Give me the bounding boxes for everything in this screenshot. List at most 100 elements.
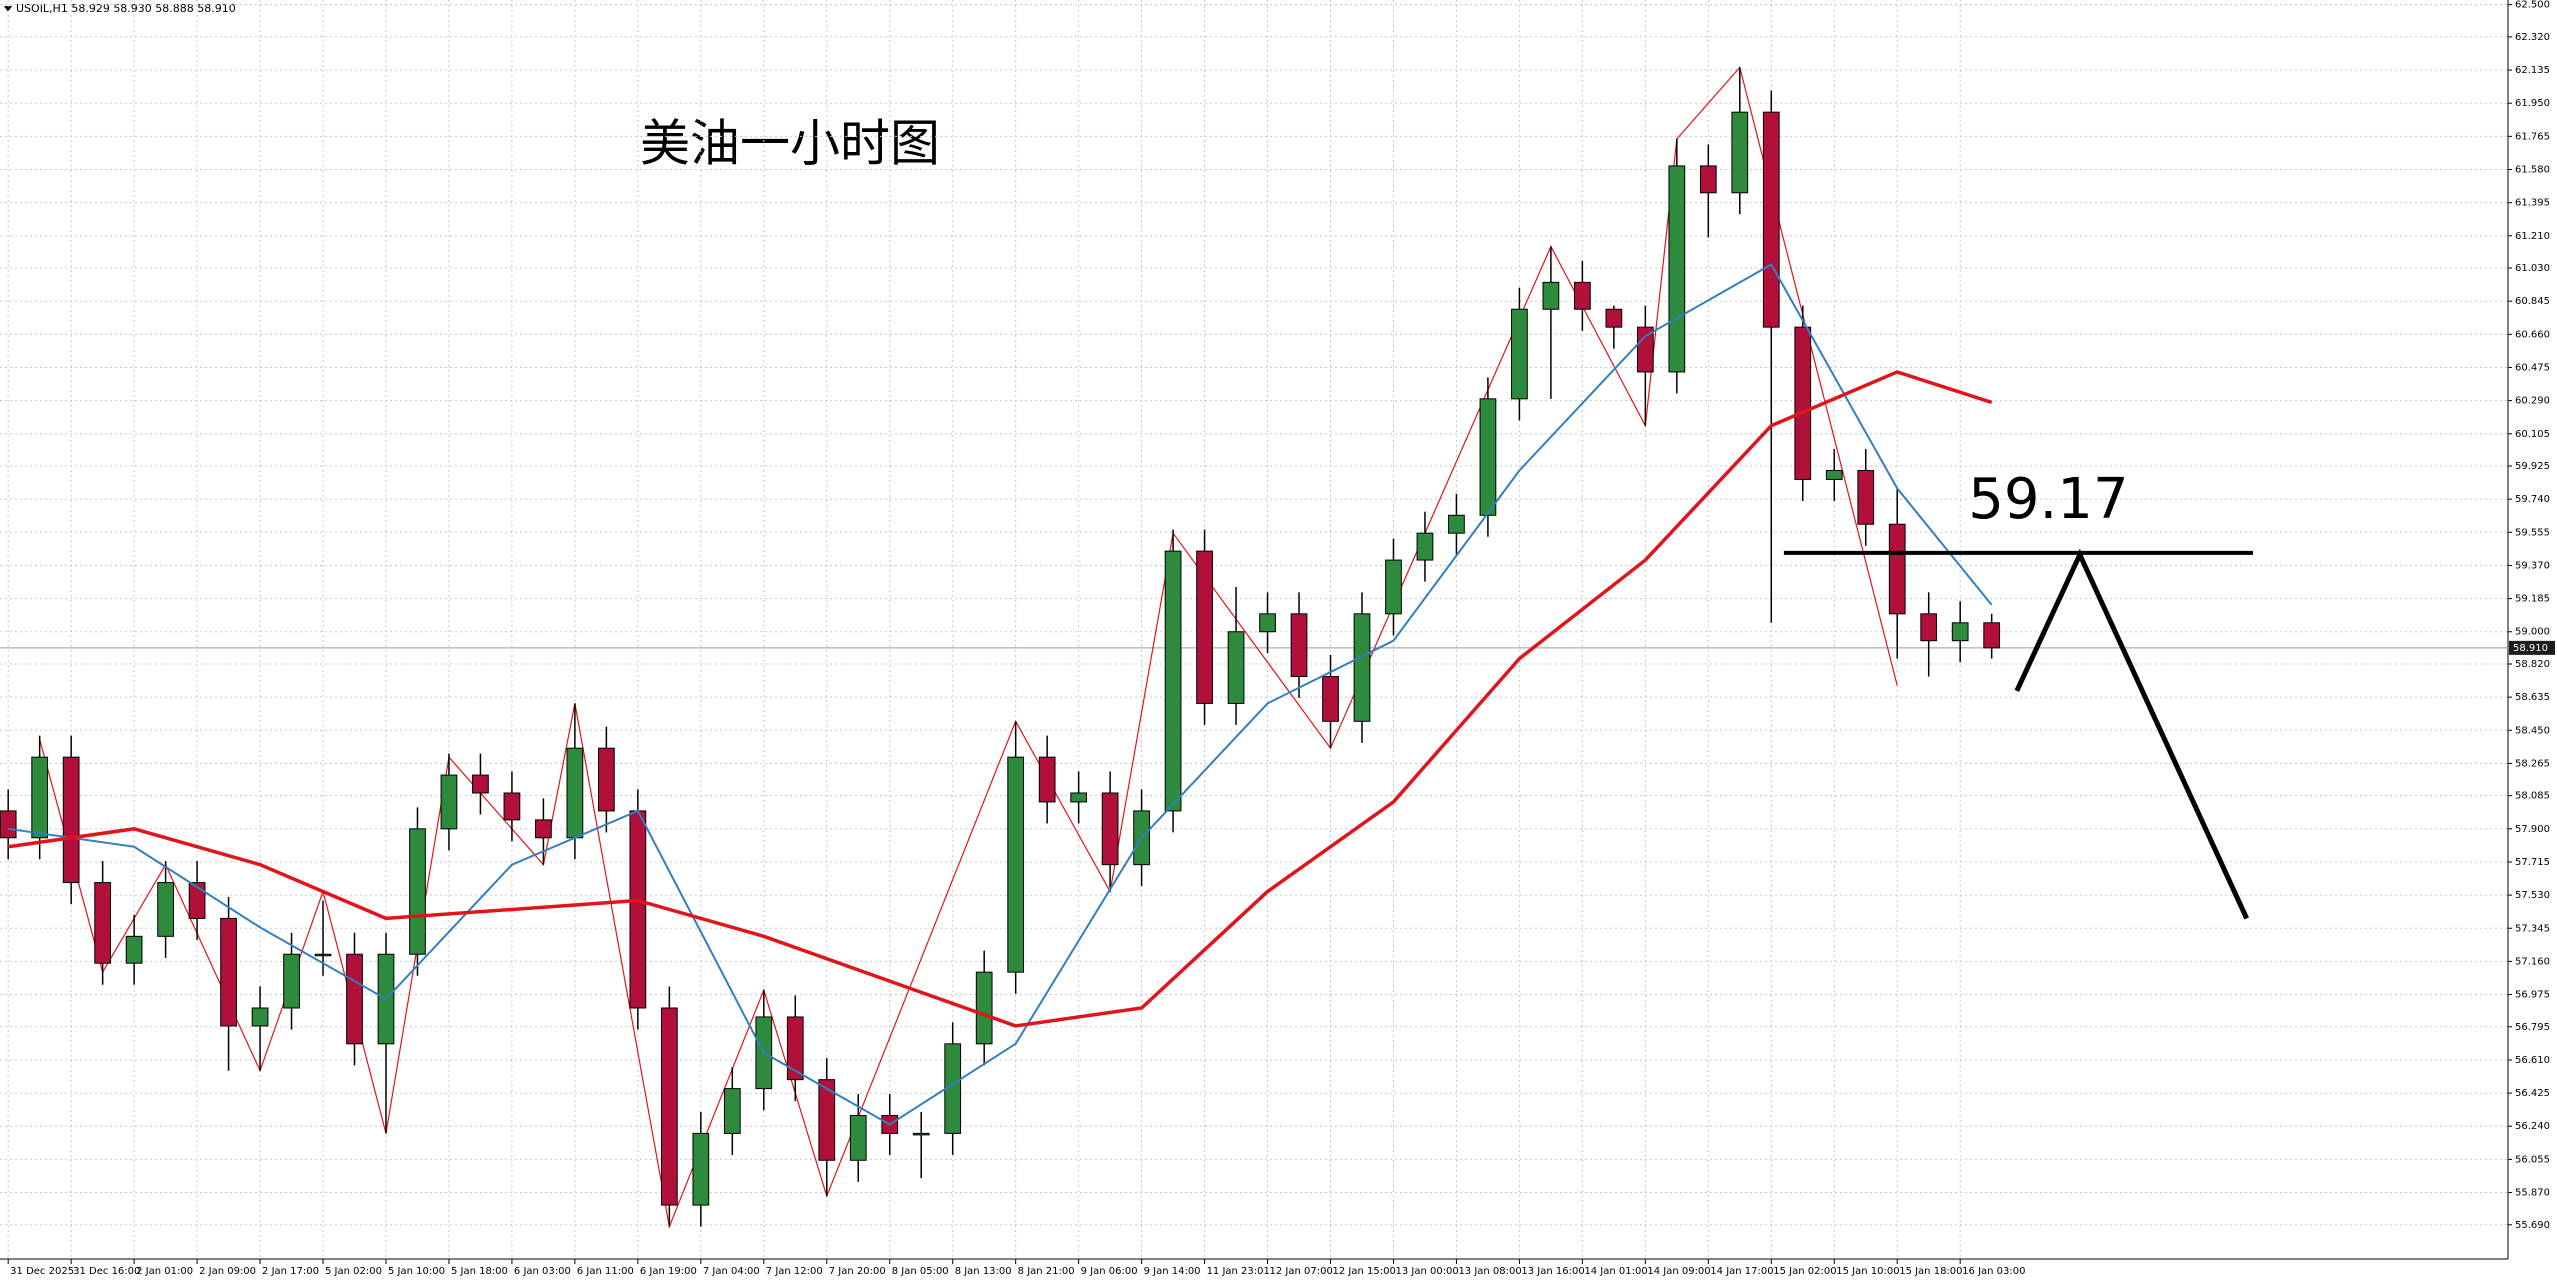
y-tick-label: 59.740	[2515, 494, 2550, 505]
y-tick-label: 59.185	[2515, 594, 2550, 605]
candle-body	[1070, 792, 1088, 803]
moving-average	[8, 263, 1993, 1126]
x-tick-label: 2 Jan 01:00	[136, 1266, 193, 1277]
y-tick-label: 60.105	[2515, 429, 2550, 440]
y-tick-label: 59.925	[2515, 461, 2550, 472]
candle-body	[409, 828, 426, 955]
candle-body	[346, 953, 363, 1045]
y-tick-label: 56.795	[2515, 1022, 2550, 1033]
candle-body	[723, 1088, 741, 1134]
y-tick-label: 58.450	[2515, 725, 2550, 736]
candle-body	[1290, 613, 1308, 678]
candle-body	[31, 756, 49, 839]
x-tick-label: 13 Jan 08:00	[1458, 1266, 1521, 1277]
candle-body	[251, 1007, 269, 1027]
candle-body	[1888, 523, 1906, 615]
candle-body	[912, 1132, 930, 1136]
y-tick-label: 56.975	[2515, 990, 2550, 1001]
candle-body	[660, 1007, 678, 1206]
candle-body	[818, 1079, 836, 1161]
y-tick-label: 58.635	[2515, 692, 2550, 703]
x-tick-label: 9 Jan 14:00	[1144, 1266, 1201, 1277]
candle-body	[1699, 165, 1717, 194]
candle-body	[1038, 756, 1056, 803]
x-tick-label: 31 Dec 2025	[10, 1266, 74, 1277]
x-tick-label: 6 Jan 11:00	[577, 1266, 634, 1277]
x-tick-label: 15 Jan 18:00	[1899, 1266, 1962, 1277]
x-tick-label: 7 Jan 20:00	[829, 1266, 886, 1277]
candle-body	[786, 1016, 804, 1081]
candle-body	[1920, 613, 1938, 642]
y-tick-label: 62.135	[2515, 65, 2550, 76]
x-tick-label: 7 Jan 04:00	[703, 1266, 760, 1277]
candle-body	[1511, 308, 1528, 400]
y-tick-label: 56.055	[2515, 1154, 2550, 1165]
x-tick-label: 8 Jan 21:00	[1018, 1266, 1075, 1277]
candle-body	[1007, 756, 1025, 973]
candle-body	[1542, 281, 1560, 310]
header-icon	[4, 6, 12, 12]
candle-body	[62, 756, 80, 884]
y-tick-label: 62.500	[2515, 0, 2550, 11]
x-tick-label: 5 Jan 02:00	[325, 1266, 382, 1277]
x-tick-label: 13 Jan 00:00	[1395, 1266, 1458, 1277]
x-tick-label: 11 Jan 23:01	[1207, 1266, 1270, 1277]
last-price-tag	[2509, 640, 2555, 655]
y-tick-label: 57.900	[2515, 824, 2550, 835]
y-tick-label: 60.660	[2515, 329, 2550, 340]
candle-body	[1416, 532, 1434, 561]
candle-body	[94, 882, 112, 964]
candle-body	[1385, 559, 1402, 615]
y-tick-label: 60.290	[2515, 396, 2550, 407]
x-tick-label: 15 Jan 02:00	[1773, 1266, 1836, 1277]
x-tick-label: 16 Jan 03:00	[1962, 1266, 2025, 1277]
candle-body	[1322, 676, 1339, 722]
candle-body	[1794, 326, 1812, 480]
x-tick-label: 6 Jan 03:00	[514, 1266, 571, 1277]
y-tick-label: 61.580	[2515, 164, 2550, 175]
candle-body	[220, 917, 237, 1027]
y-tick-label: 57.530	[2515, 890, 2550, 901]
candle-body	[1983, 622, 2001, 649]
candle-body	[188, 882, 206, 919]
y-tick-label: 55.690	[2515, 1220, 2550, 1231]
candle-body	[1668, 165, 1686, 373]
candle-body	[1196, 550, 1213, 704]
x-tick-label: 14 Jan 09:00	[1647, 1266, 1710, 1277]
candle-body	[1259, 613, 1276, 633]
y-tick-label: 57.160	[2515, 956, 2550, 967]
candle-body	[1479, 398, 1497, 516]
forecast-path	[2014, 548, 2249, 920]
candle-body	[1636, 326, 1654, 373]
candle-body	[472, 774, 489, 794]
candle-body	[1448, 514, 1465, 534]
x-tick-label: 14 Jan 17:00	[1710, 1266, 1773, 1277]
last-price-label: 58.910	[2513, 643, 2548, 654]
level-label: 59.17	[1968, 467, 2128, 532]
y-tick-label: 59.370	[2515, 560, 2550, 571]
candle-body	[314, 953, 332, 957]
candle-body	[1762, 111, 1780, 328]
chart-title: 美油一小时图	[640, 115, 940, 173]
y-tick-label: 58.265	[2515, 758, 2550, 769]
candle-body	[535, 819, 552, 839]
x-tick-label: 5 Jan 18:00	[451, 1266, 508, 1277]
y-tick-label: 56.240	[2515, 1121, 2550, 1132]
candle-body	[692, 1132, 710, 1206]
y-tick-label: 59.000	[2515, 627, 2550, 638]
y-tick-label: 58.820	[2515, 659, 2550, 670]
candle-body	[566, 747, 584, 839]
candle-body	[1164, 550, 1182, 812]
x-tick-label: 5 Jan 10:00	[388, 1266, 445, 1277]
y-tick-label: 59.555	[2515, 527, 2550, 538]
candle-body	[125, 935, 143, 964]
y-tick-label: 60.475	[2515, 362, 2550, 373]
y-tick-label: 61.210	[2515, 231, 2550, 242]
x-tick-label: 2 Jan 17:00	[262, 1266, 319, 1277]
candle-body	[1574, 281, 1591, 310]
candle-body	[849, 1114, 867, 1161]
symbol-header: USOIL,H1 58.929 58.930 58.888 58.910	[16, 2, 236, 15]
y-tick-label: 57.715	[2515, 857, 2550, 868]
candle-body	[157, 882, 174, 937]
